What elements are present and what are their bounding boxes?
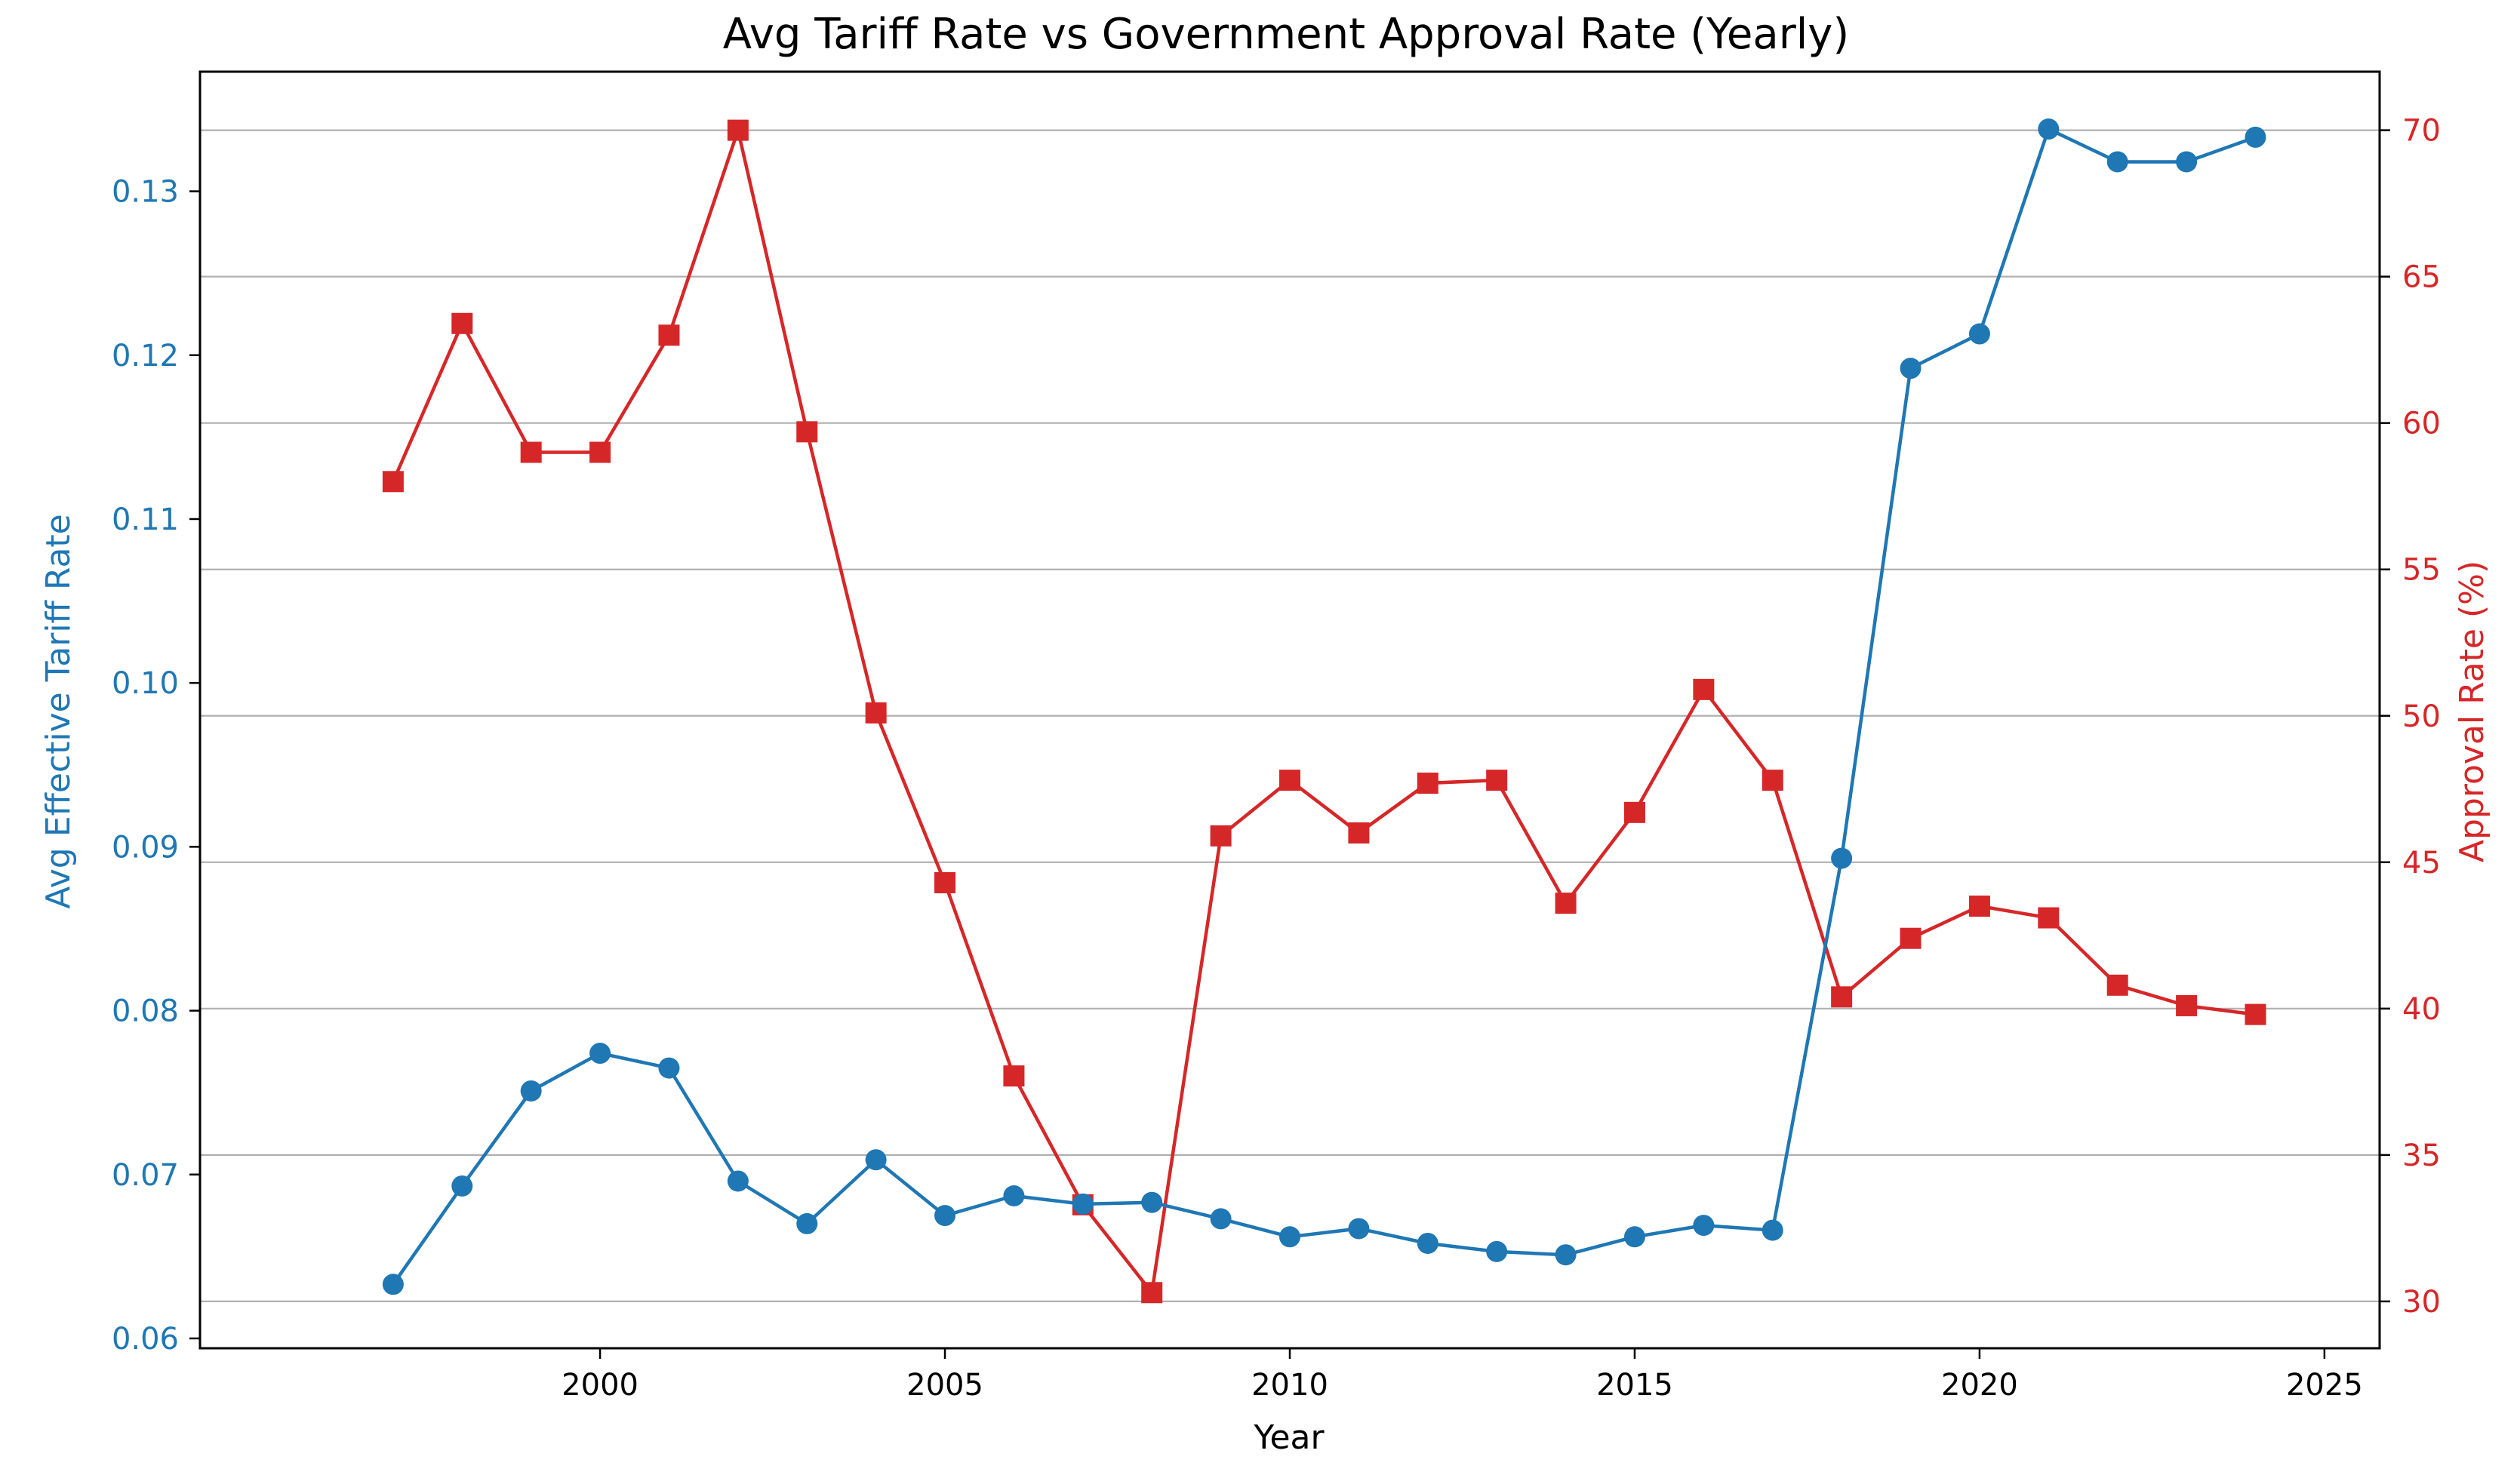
tariff-point: [1555, 1244, 1577, 1266]
approval-point: [2245, 1003, 2266, 1025]
right-y-tick-label: 70: [2402, 114, 2441, 149]
approval-line: [391, 128, 2256, 1295]
tariff-point: [1141, 1191, 1163, 1213]
tariff-point: [1968, 323, 1990, 345]
tariff-point: [727, 1170, 749, 1192]
right-y-tick-label: 35: [2402, 1139, 2441, 1173]
tariff-point: [520, 1080, 542, 1102]
x-axis-label: Year: [1253, 1418, 1325, 1457]
tariff-point: [2038, 118, 2060, 140]
x-tick-label: 2000: [562, 1368, 638, 1403]
tariff-point: [2106, 151, 2128, 173]
approval-point: [796, 421, 818, 443]
tariff-point: [658, 1057, 680, 1079]
left-y-tick-label: 0.11: [112, 502, 179, 537]
approval-point: [1003, 1065, 1025, 1087]
x-tick-label: 2005: [906, 1368, 983, 1403]
right-y-tick-label: 55: [2402, 553, 2441, 588]
tariff-point: [1486, 1240, 1508, 1262]
right-y-axis-label: Approval Rate (%): [2453, 561, 2491, 862]
tariff-series: [382, 118, 2266, 1295]
tariff-point: [2176, 151, 2198, 173]
approval-point: [1623, 801, 1645, 823]
tariff-point: [1279, 1226, 1300, 1248]
tariff-point: [1762, 1219, 1783, 1241]
x-tick-label: 2010: [1251, 1368, 1328, 1403]
left-y-tick-label: 0.09: [112, 830, 179, 865]
left-y-tick-label: 0.12: [112, 339, 179, 373]
approval-point: [658, 324, 680, 346]
tariff-point: [1831, 847, 1853, 869]
approval-point: [1762, 770, 1783, 791]
tariff-point: [1210, 1208, 1232, 1230]
tariff-point: [1623, 1226, 1645, 1248]
approval-point: [2176, 994, 2198, 1016]
approval-point: [1968, 896, 1990, 917]
approval-point: [934, 871, 956, 893]
tariff-point: [589, 1043, 611, 1065]
approval-point: [451, 312, 473, 334]
approval-point: [1831, 986, 1853, 1008]
right-y-tick-label: 40: [2402, 992, 2441, 1027]
approval-point: [1141, 1282, 1163, 1304]
approval-point: [1693, 678, 1715, 700]
tariff-point: [1348, 1218, 1370, 1240]
approval-point: [589, 441, 611, 463]
tariff-point: [382, 1274, 404, 1295]
tariff-point: [451, 1175, 473, 1197]
left-y-tick-label: 0.10: [112, 666, 179, 701]
chart-title: Avg Tariff Rate vs Government Approval R…: [723, 10, 1850, 59]
tariff-point: [1072, 1193, 1094, 1215]
x-tick-label: 2025: [2286, 1368, 2363, 1403]
right-y-tick-label: 65: [2402, 260, 2441, 295]
tariff-point: [796, 1212, 818, 1234]
approval-point: [1486, 770, 1508, 791]
tariff-point: [1693, 1215, 1715, 1237]
approval-point: [1417, 773, 1438, 794]
tariff-point: [1417, 1232, 1438, 1254]
x-tick-label: 2020: [1941, 1368, 2018, 1403]
left-y-tick-label: 0.06: [112, 1322, 179, 1357]
approval-point: [520, 441, 542, 463]
tariff-point: [934, 1205, 956, 1227]
tariff-point: [1003, 1185, 1025, 1207]
approval-point: [382, 471, 404, 493]
right-y-tick-label: 45: [2402, 846, 2441, 880]
approval-point: [727, 119, 749, 141]
approval-point: [1279, 770, 1300, 791]
tariff-point: [1900, 358, 1922, 380]
left-y-tick-label: 0.13: [112, 175, 179, 210]
left-y-axis-label: Avg Effective Tariff Rate: [39, 514, 78, 909]
right-y-tick-label: 60: [2402, 407, 2441, 441]
approval-point: [1900, 927, 1922, 949]
approval-point: [1348, 822, 1370, 844]
left-y-tick-label: 0.08: [112, 994, 179, 1029]
right-y-tick-label: 30: [2402, 1285, 2441, 1320]
approval-point: [1210, 825, 1232, 847]
approval-point: [2038, 907, 2060, 929]
tariff-line: [392, 127, 2257, 1286]
approval-series: [382, 119, 2266, 1304]
approval-point: [1555, 893, 1577, 914]
approval-point: [2106, 974, 2128, 996]
x-axis: 2000 2005 2010 2015 2020 2025: [562, 1348, 2363, 1403]
x-tick-label: 2015: [1596, 1368, 1673, 1403]
tariff-point: [2245, 126, 2266, 148]
approval-point: [865, 702, 887, 724]
right-y-axis: 30 35 40 45 50 55 60 65 70: [2380, 114, 2441, 1320]
left-y-axis: 0.06 0.07 0.08 0.09 0.10 0.11 0.12 0.13: [112, 175, 200, 1357]
grid-lines: [200, 129, 2380, 1303]
left-y-tick-label: 0.07: [112, 1158, 179, 1193]
right-y-tick-label: 50: [2402, 699, 2441, 734]
tariff-point: [865, 1149, 887, 1171]
